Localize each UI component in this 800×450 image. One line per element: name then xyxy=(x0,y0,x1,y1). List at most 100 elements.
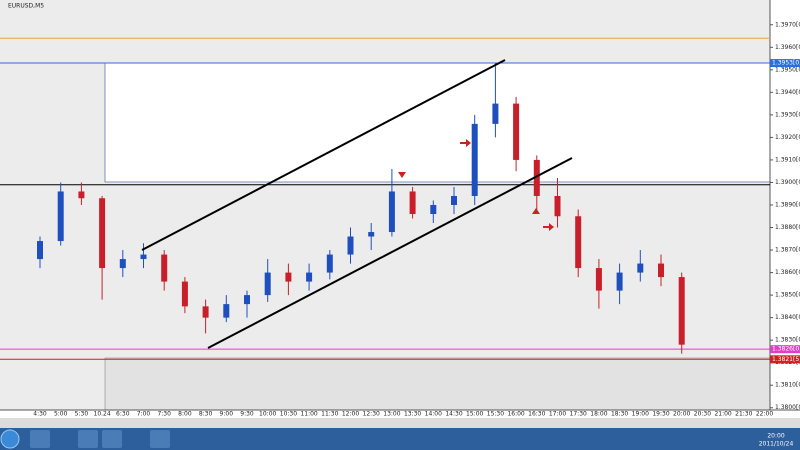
zone-box xyxy=(104,357,771,411)
x-tick-label: 7:30 xyxy=(157,411,171,418)
candle-body xyxy=(119,259,126,269)
price-tag-label: 1.3826[0] xyxy=(772,346,800,353)
y-tick-label: 1.3890[0] xyxy=(775,201,800,208)
x-tick-label: 11:30 xyxy=(321,411,338,418)
candle-body xyxy=(451,195,457,205)
status-bar xyxy=(0,418,800,428)
price-tag-label: 1.3953[0] xyxy=(772,60,800,67)
x-tick-label: 5:30 xyxy=(75,411,89,418)
x-tick-label: 21:30 xyxy=(735,411,752,418)
x-tick-label: 13:30 xyxy=(404,411,421,418)
candle-body xyxy=(161,254,168,282)
x-tick-label: 15:00 xyxy=(466,411,483,418)
candle-body xyxy=(202,306,209,318)
price-tag xyxy=(770,345,800,354)
x-tick-label: 16:00 xyxy=(507,411,524,418)
x-tick-label: 20:30 xyxy=(694,411,711,418)
zone-box xyxy=(104,62,771,183)
price-tag xyxy=(770,355,800,364)
x-tick-label: 10.24 xyxy=(94,411,111,418)
x-tick-label: 12:00 xyxy=(342,411,359,418)
window-title: EURUSD,M5 xyxy=(8,3,44,10)
y-tick-label: 1.3870[0] xyxy=(775,247,800,254)
candle-body xyxy=(678,277,685,345)
candle-body xyxy=(533,159,540,196)
y-tick-label: 1.3810[0] xyxy=(775,382,800,389)
candle-body xyxy=(575,216,582,269)
x-tick-label: 21:00 xyxy=(714,411,731,418)
candle-body xyxy=(99,198,106,269)
candle-body xyxy=(140,254,147,260)
x-tick-label: 10:30 xyxy=(280,411,297,418)
x-tick-label: 20:00 xyxy=(673,411,690,418)
x-tick-label: 17:30 xyxy=(570,411,587,418)
x-tick-label: 5:00 xyxy=(54,411,68,418)
x-tick-label: 22:00 xyxy=(756,411,773,418)
y-tick-label: 1.3950[0] xyxy=(775,66,800,73)
x-tick-label: 4:30 xyxy=(33,411,47,418)
candle-body xyxy=(57,191,64,242)
y-tick-label: 1.3800[0] xyxy=(775,404,800,411)
y-tick-label: 1.3970[0] xyxy=(775,21,800,28)
x-tick-label: 10:00 xyxy=(259,411,276,418)
x-tick-label: 11:00 xyxy=(300,411,317,418)
x-tick-label: 14:30 xyxy=(445,411,462,418)
candle-body xyxy=(471,123,478,196)
candle-body xyxy=(554,195,561,217)
taskbar-app[interactable] xyxy=(102,430,122,448)
x-tick-label: 18:30 xyxy=(611,411,628,418)
candle-body xyxy=(37,241,43,260)
candle-body xyxy=(658,263,664,278)
price-tag xyxy=(770,59,800,68)
y-tick-label: 1.3940[0] xyxy=(775,89,800,96)
taskbar-app[interactable] xyxy=(30,430,50,448)
candle-body xyxy=(637,263,644,273)
y-tick-label: 1.3880[0] xyxy=(775,224,800,231)
candle-body xyxy=(306,272,313,282)
y-tick-label: 1.3850[0] xyxy=(775,292,800,299)
taskbar-app[interactable] xyxy=(78,430,98,448)
x-tick-label: 12:30 xyxy=(363,411,380,418)
candle-body xyxy=(595,268,602,291)
y-tick-label: 1.3900[0] xyxy=(775,179,800,186)
start-button[interactable] xyxy=(0,429,20,449)
trend-line xyxy=(207,157,573,349)
candle-body xyxy=(347,236,354,255)
price-tag-label: 1.3821[5] xyxy=(772,356,800,363)
y-tick-label: 1.3920[0] xyxy=(775,134,800,141)
candle-body xyxy=(264,272,271,296)
candle-body xyxy=(513,103,520,160)
candle-body xyxy=(181,281,188,307)
candle-body xyxy=(430,204,437,214)
trend-line xyxy=(141,59,506,251)
x-tick-label: 15:30 xyxy=(487,411,504,418)
x-tick-label: 9:00 xyxy=(220,411,234,418)
x-tick-label: 9:30 xyxy=(240,411,254,418)
plot-bg xyxy=(0,0,770,410)
candle-body xyxy=(616,272,623,291)
candle-body xyxy=(223,304,230,318)
x-tick-label: 7:00 xyxy=(137,411,151,418)
y-tick-label: 1.3910[0] xyxy=(775,156,800,163)
clock-time: 20:00 xyxy=(767,433,784,440)
candle-body xyxy=(368,232,375,237)
candle-body xyxy=(409,191,416,214)
candle-body xyxy=(244,295,250,305)
taskbar[interactable] xyxy=(0,428,800,450)
x-tick-label: 16:30 xyxy=(528,411,545,418)
y-tick-label: 1.3830[0] xyxy=(775,337,800,344)
x-tick-label: 18:00 xyxy=(590,411,607,418)
x-tick-label: 8:30 xyxy=(199,411,213,418)
x-tick-label: 14:00 xyxy=(425,411,442,418)
x-tick-label: 8:00 xyxy=(178,411,192,418)
x-tick-label: 19:00 xyxy=(632,411,649,418)
y-tick-label: 1.3930[0] xyxy=(775,111,800,118)
taskbar-app[interactable] xyxy=(150,430,170,448)
candle-body xyxy=(78,191,85,199)
y-tick-label: 1.3960[0] xyxy=(775,44,800,51)
candle-body xyxy=(492,103,499,124)
x-tick-label: 19:30 xyxy=(652,411,669,418)
candle-body xyxy=(285,272,292,282)
clock-date: 2011/10/24 xyxy=(759,441,794,448)
